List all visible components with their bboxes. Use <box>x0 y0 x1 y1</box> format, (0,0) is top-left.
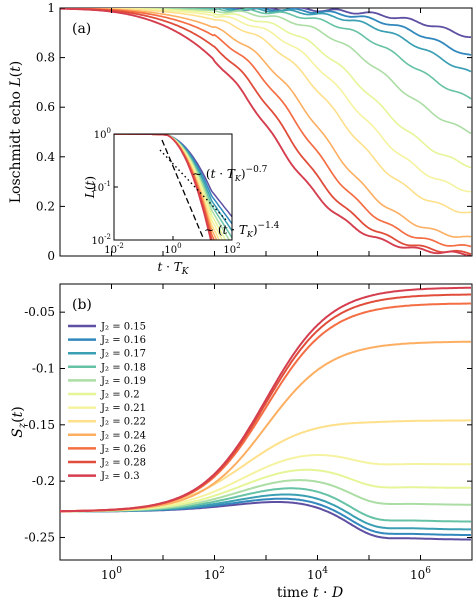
panel-b-x-ticks: 100 102 104 106 <box>59 284 473 582</box>
panel-a-series-line <box>60 8 472 214</box>
panel-a-series-line <box>60 8 472 238</box>
panel-a-ylabel: Loschmidt echo L(t) <box>8 61 24 203</box>
panel-a: 0 0.2 0.4 0.6 0.8 1 (a) Loschmidt echo L(t) 1… <box>8 1 473 277</box>
panel-b-ytick-label: -0.1 <box>32 361 55 375</box>
inset-xtick-right: 102 <box>223 242 240 256</box>
legend-entry: J₂ = 0.24 <box>100 430 146 441</box>
panel-b-ytick-label: -0.2 <box>32 474 55 488</box>
legend-entry: J₂ = 0.15 <box>100 322 146 333</box>
panel-a-ytick-label: 1 <box>47 1 55 15</box>
panel-b-ytick-label: -0.25 <box>24 530 55 544</box>
inset-ytick-top: 100 <box>94 127 111 141</box>
panel-b-ytick-label: -0.05 <box>24 305 55 319</box>
panel-b-series-line <box>60 487 472 523</box>
panel-a-series-line <box>60 8 472 135</box>
panel-b-ytick-label: -0.15 <box>24 418 55 432</box>
panel-b-series-line <box>60 286 471 513</box>
inset-ylabel: L(t) <box>83 176 97 199</box>
inset-fit-dashed <box>161 139 205 240</box>
panel-a-series <box>60 8 472 256</box>
panel-a-ytick-label: 0.6 <box>36 100 55 114</box>
panel-a-series-line <box>60 8 472 39</box>
legend-entry: J₂ = 0.28 <box>100 458 146 469</box>
inset-fit-dotted <box>159 149 229 223</box>
inset-annotation-slope-07: ∼ (t · TK)−0.7 <box>192 165 268 183</box>
panel-b-ylabel: Sz(t) <box>10 406 28 437</box>
panel-a-ytick-label: 0.2 <box>36 199 55 213</box>
inset: 100 10-1 10-2 10-2 100 102 t · TK L(t) ∼… <box>83 127 280 277</box>
legend-entry: J₂ = 0.22 <box>100 417 146 428</box>
legend-entry: J₂ = 0.2 <box>100 390 140 401</box>
panel-a-ytick-label: 0.8 <box>36 51 55 65</box>
panel-b-series <box>60 286 472 541</box>
legend-entry: J₂ = 0.18 <box>100 362 146 373</box>
legend-entry: J₂ = 0.21 <box>100 403 146 414</box>
inset-xlabel: t · TK <box>157 260 189 277</box>
panel-b-xtick-label: 104 <box>307 566 328 582</box>
panel-b-xtick-label: 100 <box>101 566 122 582</box>
legend-entry: J₂ = 0.19 <box>100 376 146 387</box>
panel-b-xtick-label: 106 <box>410 566 431 582</box>
inset-xtick-left: 10-2 <box>104 242 124 256</box>
panel-a-label: (a) <box>72 21 91 37</box>
panel-a-series-line <box>60 8 472 255</box>
legend-entry: J₂ = 0.17 <box>100 349 146 360</box>
panel-a-ytick-label: 0.4 <box>36 150 55 164</box>
panel-a-ytick-label: 0 <box>47 249 55 263</box>
panel-b-y-ticks: -0.05 -0.1 -0.15 -0.2 -0.25 <box>24 305 472 544</box>
legend-entry: J₂ = 0.3 <box>100 471 140 482</box>
panel-a-series-line <box>60 8 472 248</box>
panel-b-xlabel: time t · D <box>277 585 343 600</box>
panel-a-series-line <box>60 8 472 256</box>
inset-xtick-mid: 100 <box>164 242 181 256</box>
panel-a-y-ticks: 0 0.2 0.4 0.6 0.8 1 <box>36 1 472 263</box>
panel-b-xtick-label: 102 <box>204 566 225 582</box>
inset-ticks <box>113 133 233 241</box>
legend: J₂ = 0.15 J₂ = 0.16 J₂ = 0.17 J₂ = 0.18 J₂ =… <box>68 322 146 482</box>
inset-annotation-slope-14: ∼ (t · TK)−1.4 <box>204 221 280 239</box>
panel-a-x-ticks <box>59 8 473 256</box>
legend-entry: J₂ = 0.26 <box>100 444 146 455</box>
legend-entry: J₂ = 0.16 <box>100 335 146 346</box>
panel-b-label: (b) <box>72 297 92 313</box>
panel-b: -0.05 -0.1 -0.15 -0.2 -0.25 100 102 104 106 (b)… <box>10 283 473 600</box>
